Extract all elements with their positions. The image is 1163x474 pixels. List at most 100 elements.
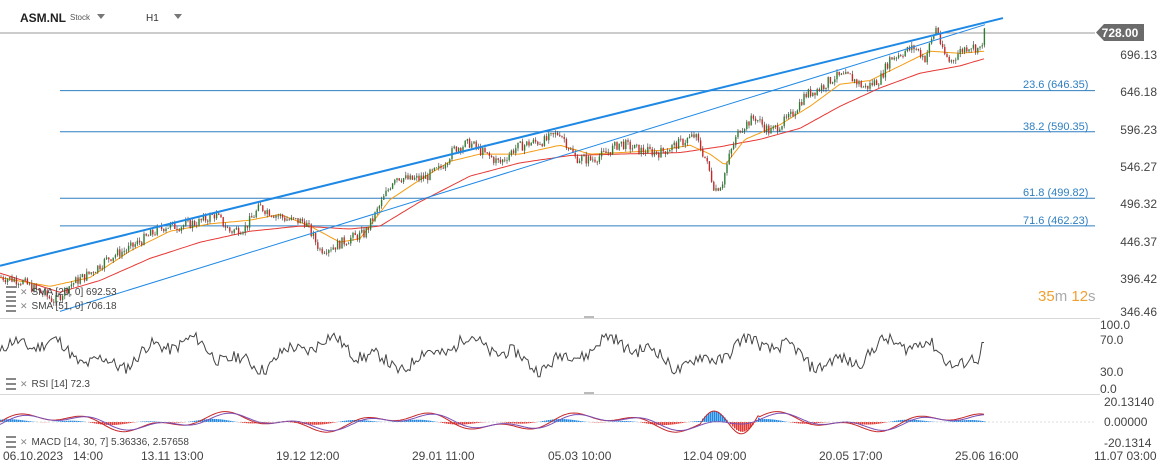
price-candle-body (411, 175, 414, 180)
sma-slow-legend[interactable]: ✕ SMA [51, 0] 706.18 (6, 300, 117, 312)
price-axis-label: 446.37 (1120, 235, 1157, 249)
symbol-name[interactable]: ASM.NL (20, 11, 66, 25)
price-candle-body (889, 57, 891, 69)
price-candle-body (196, 225, 198, 226)
macd-histogram-bar (614, 421, 616, 422)
price-candle-body (77, 277, 79, 284)
price-candle-body (209, 214, 211, 222)
price-candle-body (37, 288, 40, 290)
macd-histogram-bar (898, 420, 900, 422)
price-candle-body (752, 115, 755, 119)
time-axis-label: 25.06 16:00 (955, 449, 1019, 463)
macd-histogram-bar (434, 421, 436, 422)
price-candle-body (506, 160, 508, 161)
macd-histogram-bar (862, 422, 864, 425)
price-candle-body (97, 265, 99, 273)
price-candle-body (455, 146, 458, 152)
macd-histogram-bar (350, 420, 352, 422)
macd-label: MACD [14, 30, 7] 5.36336, 2.57658 (31, 436, 189, 448)
macd-histogram-bar (870, 422, 872, 425)
macd-histogram-bar (510, 422, 512, 424)
price-candle-body (721, 184, 724, 188)
price-candle-body (556, 132, 559, 135)
settings-icon[interactable] (6, 378, 16, 390)
price-candle-body (576, 156, 579, 163)
price-candle-body (587, 156, 590, 164)
price-candle-body (9, 276, 11, 280)
price-candle-body (233, 229, 235, 233)
price-candle-body (460, 147, 462, 152)
macd-histogram-bar (802, 422, 804, 424)
panel-resize-handle[interactable] (584, 316, 594, 318)
macd-histogram-bar (448, 422, 450, 424)
price-candle-body (572, 148, 574, 153)
price-candle-body (761, 119, 763, 125)
price-candle-body (820, 85, 823, 91)
macd-histogram-bar (820, 422, 822, 423)
macd-histogram-bar (676, 422, 678, 424)
price-candle-body (728, 153, 730, 165)
price-candle-body (72, 283, 75, 285)
settings-icon[interactable] (6, 300, 16, 312)
price-candle-body (255, 210, 257, 218)
close-icon[interactable]: ✕ (20, 286, 28, 297)
price-candle-body (235, 228, 238, 230)
macd-histogram-bar (24, 420, 26, 422)
macd-histogram-bar (926, 421, 928, 422)
time-axis-label: 20.05 17:00 (819, 449, 883, 463)
macd-histogram-bar (70, 420, 72, 422)
macd-histogram-bar (172, 422, 174, 423)
price-candle-body (13, 278, 15, 282)
price-candle-body (268, 210, 271, 216)
macd-histogram-bar (430, 420, 432, 422)
macd-histogram-bar (152, 421, 154, 422)
macd-histogram-bar (874, 422, 876, 425)
price-candle-body (981, 45, 983, 47)
macd-histogram-bar (222, 419, 224, 422)
timeframe-selector[interactable]: H1 (146, 13, 159, 24)
price-candle-body (897, 55, 900, 58)
macd-histogram-bar (878, 422, 880, 424)
price-candle-body (743, 128, 746, 132)
price-candle-body (600, 150, 603, 157)
macd-histogram-bar (540, 421, 542, 422)
timeframe-dropdown-icon[interactable] (174, 14, 182, 19)
price-candle-body (847, 72, 849, 74)
price-candle-body (446, 163, 449, 166)
price-candle-body (567, 148, 570, 150)
price-candle-body (807, 89, 810, 98)
sma-fast-legend[interactable]: ✕ SMA [20, 0] 692.53 (6, 286, 117, 298)
panel-resize-handle[interactable] (584, 392, 594, 394)
sma-fast-path (0, 50, 985, 287)
price-candle-body (759, 119, 761, 121)
price-candle-body (972, 44, 975, 49)
price-candle-body (484, 148, 486, 153)
symbol-dropdown-icon[interactable] (97, 14, 105, 19)
price-candle-body (185, 220, 187, 226)
macd-histogram-bar (318, 422, 320, 425)
settings-icon[interactable] (6, 286, 16, 298)
price-candle-body (418, 175, 420, 180)
rsi-legend[interactable]: ✕ RSI [14] 72.3 (6, 378, 90, 390)
macd-histogram-bar (130, 422, 132, 423)
price-candle-body (754, 118, 757, 122)
panel-separator[interactable] (0, 394, 1100, 395)
close-icon[interactable]: ✕ (20, 300, 28, 311)
price-candle-body (453, 146, 455, 149)
price-candle-body (864, 85, 867, 87)
settings-icon[interactable] (6, 436, 16, 448)
panel-separator[interactable] (0, 318, 1100, 319)
macd-histogram-bar (178, 422, 180, 423)
macd-legend[interactable]: ✕ MACD [14, 30, 7] 5.36336, 2.57658 (6, 436, 189, 448)
fibonacci-lines (60, 90, 1095, 227)
time-axis-label: 13.11 13:00 (141, 449, 204, 463)
close-icon[interactable]: ✕ (20, 436, 28, 447)
price-candle-body (440, 165, 442, 168)
price-candle-body (882, 73, 884, 78)
macd-histogram-bar (714, 411, 716, 422)
price-candle-body (640, 147, 642, 155)
close-icon[interactable]: ✕ (20, 378, 28, 389)
macd-histogram-bar (766, 419, 768, 422)
macd-histogram-bar (248, 422, 250, 424)
